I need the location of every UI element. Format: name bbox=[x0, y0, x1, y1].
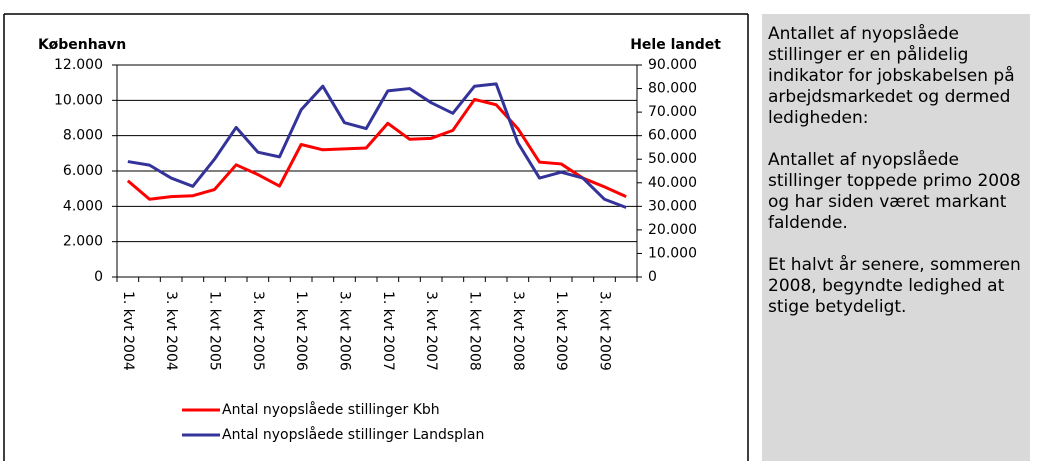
y2-axis-title: Hele landet bbox=[630, 37, 721, 53]
y-tick-label: 8.000 bbox=[63, 128, 103, 144]
y-axis-title: København bbox=[38, 37, 126, 53]
y2-tick-label: 40.000 bbox=[648, 175, 697, 191]
y2-tick-label: 90.000 bbox=[648, 57, 697, 73]
paragraph: Antallet af nyopslåede stillinger topped… bbox=[768, 150, 1021, 233]
legend-label: Antal nyopslåede stillinger Landsplan bbox=[222, 426, 484, 443]
y2-tick-label: 70.000 bbox=[648, 104, 697, 120]
legend-label: Antal nyopslåede stillinger Kbh bbox=[222, 401, 440, 418]
x-tick-label: 3. kvt 2006 bbox=[337, 291, 353, 371]
y-tick-label: 2.000 bbox=[63, 234, 103, 250]
data-line bbox=[126, 97, 627, 201]
y2-tick-label: 50.000 bbox=[648, 151, 697, 167]
x-tick-label: 1. kvt 2005 bbox=[207, 291, 223, 371]
paragraph: Et halvt år senere, sommeren 2008, begyn… bbox=[768, 255, 1021, 317]
y-tick-label: 12.000 bbox=[54, 57, 103, 73]
x-tick-label: 1. kvt 2008 bbox=[467, 291, 483, 371]
x-tick-label: 3. kvt 2008 bbox=[510, 291, 526, 371]
y2-tick-label: 30.000 bbox=[648, 198, 697, 214]
x-tick-label: 3. kvt 2007 bbox=[423, 291, 439, 371]
x-tick-label: 3. kvt 2009 bbox=[597, 291, 613, 371]
y-tick-label: 4.000 bbox=[63, 198, 103, 214]
x-tick-label: 1. kvt 2006 bbox=[293, 291, 309, 371]
data-line bbox=[127, 82, 627, 209]
y2-tick-label: 10.000 bbox=[648, 245, 697, 261]
x-tick-label: 1. kvt 2007 bbox=[380, 291, 396, 371]
y2-tick-label: 0 bbox=[648, 269, 657, 285]
text-panel: Antallet af nyopslåede stillinger er en … bbox=[762, 14, 1030, 461]
y2-tick-label: 60.000 bbox=[648, 128, 697, 144]
paragraph: Antallet af nyopslåede stillinger er en … bbox=[768, 24, 1015, 128]
y2-tick-label: 20.000 bbox=[648, 222, 697, 238]
x-tick-label: 3. kvt 2004 bbox=[163, 291, 179, 371]
y-tick-label: 10.000 bbox=[54, 92, 103, 108]
chart: København Hele landet 0 2.000 4.000 6.000 8.… bbox=[3, 13, 749, 461]
y-tick-label: 6.000 bbox=[63, 163, 103, 179]
x-tick-label: 3. kvt 2005 bbox=[250, 291, 266, 371]
x-tick-label: 1. kvt 2009 bbox=[553, 291, 569, 371]
y2-tick-label: 80.000 bbox=[648, 81, 697, 97]
x-tick-label: 1. kvt 2004 bbox=[120, 291, 136, 371]
y-tick-label: 0 bbox=[94, 269, 103, 285]
